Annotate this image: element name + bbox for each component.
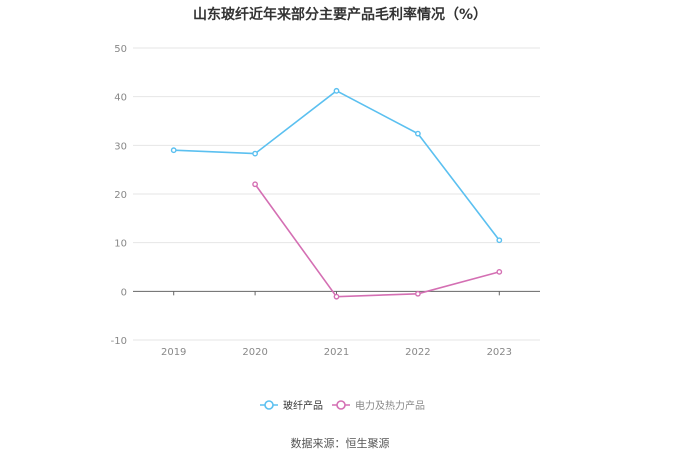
y-tick-label: 50 bbox=[114, 44, 127, 55]
y-tick-label: 0 bbox=[121, 287, 127, 298]
x-tick-label: 2023 bbox=[487, 347, 512, 358]
data-point bbox=[496, 268, 503, 275]
y-tick-label: 30 bbox=[114, 141, 127, 152]
series-line-1 bbox=[254, 183, 500, 298]
data-point bbox=[252, 181, 259, 188]
legend-marker-swatch bbox=[264, 400, 274, 410]
data-point bbox=[333, 87, 340, 94]
data-point bbox=[170, 147, 177, 154]
x-tick-label: 2019 bbox=[161, 347, 186, 358]
data-point bbox=[252, 150, 259, 157]
y-axis: -10 0 10 20 30 40 50 bbox=[111, 44, 127, 347]
chart-title: 山东玻纤近年来部分主要产品毛利率情况（%） bbox=[192, 7, 488, 23]
y-tick-label: -10 bbox=[111, 336, 127, 347]
x-tick-label: 2022 bbox=[405, 347, 430, 358]
y-tick-label: 20 bbox=[114, 190, 127, 201]
data-point bbox=[333, 293, 340, 300]
data-point bbox=[414, 290, 421, 297]
legend-marker-swatch bbox=[336, 400, 346, 410]
legend-item-1[interactable]: 电力及热力产品 bbox=[332, 399, 425, 412]
legend-label: 电力及热力产品 bbox=[355, 399, 425, 412]
x-axis: 2019 2020 2021 2022 2023 bbox=[161, 291, 512, 358]
x-tick-label: 2020 bbox=[242, 347, 267, 358]
y-tick-label: 10 bbox=[114, 239, 127, 250]
data-point bbox=[414, 130, 421, 137]
data-source: 数据来源：恒生聚源 bbox=[290, 437, 390, 450]
series-line-0 bbox=[173, 89, 500, 241]
series-group bbox=[170, 87, 503, 300]
data-point bbox=[496, 237, 503, 244]
y-tick-label: 40 bbox=[114, 93, 127, 104]
legend-item-0[interactable]: 玻纤产品 bbox=[260, 399, 323, 412]
x-tick-label: 2021 bbox=[324, 347, 349, 358]
legend-label: 玻纤产品 bbox=[283, 399, 323, 412]
legend[interactable]: 玻纤产品 电力及热力产品 bbox=[260, 399, 425, 412]
